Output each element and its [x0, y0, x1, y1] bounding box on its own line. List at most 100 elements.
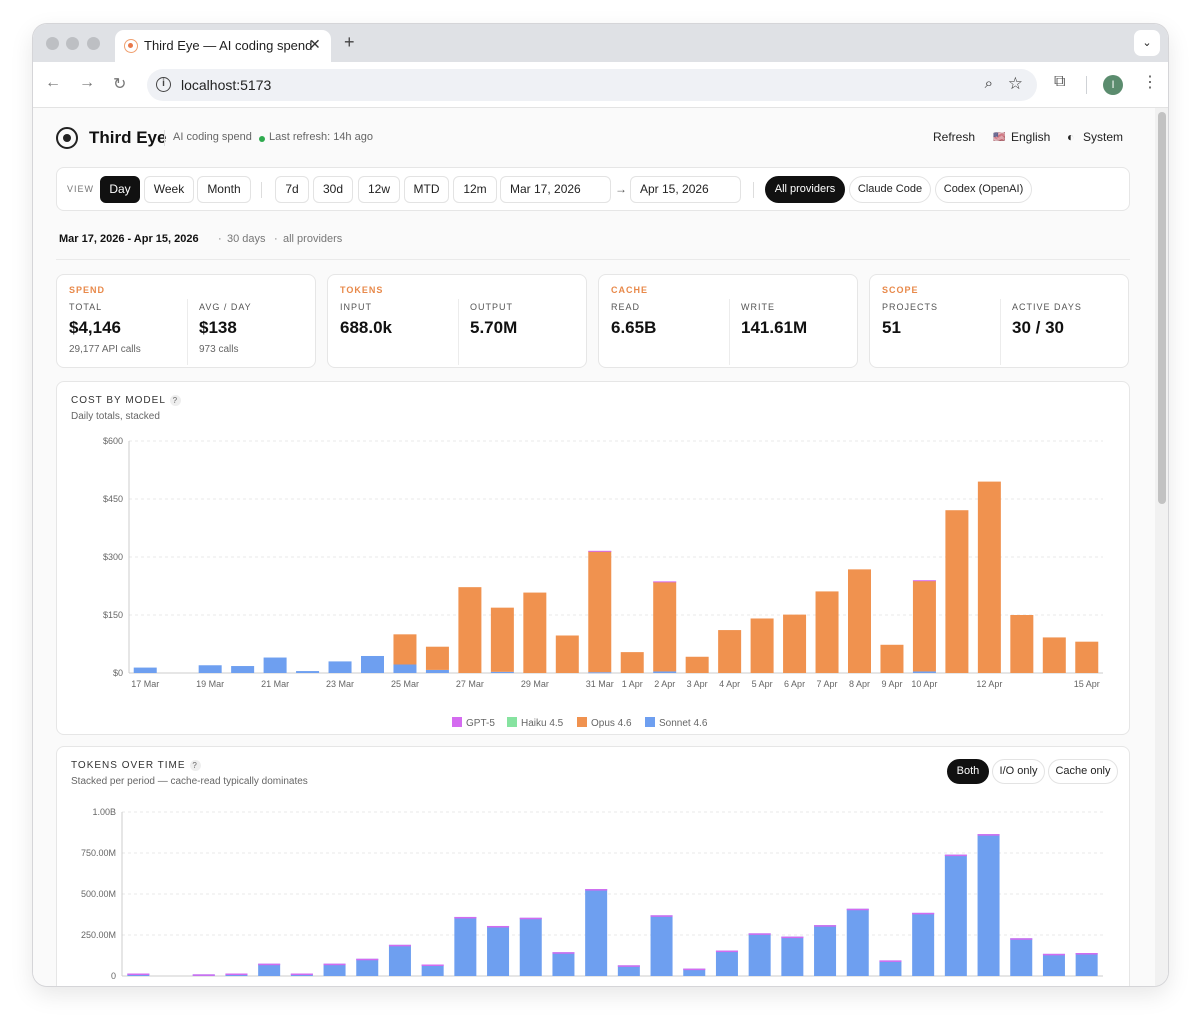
stat-card-title: CACHE — [611, 285, 649, 295]
stat-card-title: SPEND — [69, 285, 106, 295]
tokens-bar-cap — [683, 968, 706, 971]
scope-card: SCOPE PROJECTS 51 ACTIVE DAYS 30 / 30 — [869, 274, 1129, 368]
tokens-bar — [617, 965, 640, 976]
tokens-bar-cap — [388, 944, 411, 947]
preset-12w-button[interactable]: 12w — [358, 176, 400, 203]
language-button[interactable]: English — [1011, 130, 1051, 144]
preset-12m-button[interactable]: 12m — [453, 176, 497, 203]
x-tick-label: 3 Apr — [687, 679, 708, 689]
tokens-bar — [1010, 938, 1033, 976]
stat-divider — [1000, 299, 1001, 365]
view-week-button[interactable]: Week — [144, 176, 194, 203]
tokens-bar — [421, 964, 444, 976]
cost-bar-opus — [815, 591, 839, 673]
site-info-icon[interactable]: i — [156, 77, 171, 92]
stat-value: 5.70M — [470, 318, 518, 337]
tokens-both-toggle[interactable]: Both — [947, 759, 989, 784]
close-window-dot[interactable] — [46, 37, 59, 50]
stat-value: 141.61M — [741, 318, 808, 337]
cost-bar-opus — [848, 569, 871, 673]
cost-bar-sonnet — [296, 671, 320, 673]
cost-bar-opus — [490, 607, 514, 672]
provider-all-button[interactable]: All providers — [765, 176, 845, 203]
help-icon[interactable]: ? — [189, 760, 201, 771]
forward-icon[interactable]: → — [79, 74, 95, 91]
legend-swatch — [452, 717, 462, 727]
address-bar[interactable]: i localhost:5173 ⌕ ☆ — [147, 69, 1037, 101]
zoom-icon[interactable]: ⌕ — [984, 75, 993, 92]
toolbar-divider — [1086, 76, 1087, 94]
provider-codex-button[interactable]: Codex (OpenAI) — [935, 176, 1032, 203]
cost-by-model-chart: $0 $150 $300 $450 $600 17 Mar 19 Mar 21 Mar 23 M… — [103, 436, 1103, 729]
preset-mtd-button[interactable]: MTD — [404, 176, 449, 203]
x-tick-label: 31 Mar — [586, 679, 614, 689]
spend-card: SPEND TOTAL $4,146 29,177 API calls AVG … — [56, 274, 316, 368]
cost-bar-sonnet — [263, 657, 287, 673]
extensions-icon[interactable]: ⧉ — [1054, 73, 1066, 90]
cost-bar-gpt5 — [653, 581, 677, 583]
browser-menu-icon[interactable]: ⋮ — [1142, 74, 1158, 91]
tab-search-icon[interactable]: ⌄ — [1134, 30, 1160, 56]
tokens-bar — [585, 889, 608, 976]
cost-bar-sonnet — [588, 672, 612, 674]
date-from-input[interactable]: Mar 17, 2026 — [500, 176, 611, 203]
tokens-bar — [944, 854, 967, 976]
cost-bar-sonnet — [328, 661, 352, 673]
stat-label: AVG / DAY — [199, 302, 252, 312]
tokens-io-only-toggle[interactable]: I/O only — [992, 759, 1045, 784]
cache-card: CACHE READ 6.65B WRITE 141.61M — [598, 274, 858, 368]
tokens-bar-cap — [225, 973, 248, 976]
tokens-bar-cap — [1042, 953, 1065, 956]
tokens-bar-cap — [585, 889, 608, 891]
url-text[interactable]: localhost:5173 — [181, 77, 272, 93]
legend-label: Opus 4.6 — [591, 718, 632, 729]
filter-bar: VIEW Day Week Month 7d 30d 12w MTD 12m M… — [56, 167, 1130, 211]
maximize-window-dot[interactable] — [87, 37, 100, 50]
tokens-bar-cap — [879, 960, 902, 962]
theme-button[interactable]: System — [1083, 130, 1124, 144]
x-tick-label: 10 Apr — [911, 679, 937, 689]
date-arrow-icon: → — [615, 182, 627, 196]
x-tick-label: 17 Mar — [131, 679, 159, 689]
cost-bar-opus — [685, 656, 709, 673]
view-day-button[interactable]: Day — [100, 176, 140, 203]
tokens-cache-only-toggle[interactable]: Cache only — [1048, 759, 1118, 784]
provider-claude-code-button[interactable]: Claude Code — [849, 176, 931, 203]
minimize-window-dot[interactable] — [66, 37, 79, 50]
tab-close-icon[interactable]: ✕ — [309, 36, 321, 52]
x-tick-label: 2 Apr — [654, 679, 675, 689]
tokens-bar-cap — [192, 974, 215, 976]
profile-avatar[interactable]: I — [1103, 75, 1123, 95]
last-refresh-text: Last refresh: 14h ago — [269, 131, 373, 143]
app-subtitle: AI coding spend — [173, 131, 252, 143]
tokens-bar-cap — [290, 973, 313, 976]
tokens-bar-cap — [617, 965, 640, 967]
help-icon[interactable]: ? — [169, 395, 181, 406]
new-tab-icon[interactable]: + — [344, 32, 355, 52]
filter-divider — [261, 182, 262, 198]
reload-icon[interactable]: ↻ — [113, 76, 127, 93]
page-scrollbar[interactable] — [1155, 108, 1168, 986]
cost-bar-sonnet — [198, 665, 222, 673]
x-tick-label: 8 Apr — [849, 679, 870, 689]
tokens-bar-cap — [715, 950, 738, 953]
y-tick-label: 750.00M — [81, 848, 116, 858]
bookmark-star-icon[interactable]: ☆ — [1007, 74, 1023, 93]
tokens-bar — [650, 915, 673, 976]
refresh-button[interactable]: Refresh — [933, 130, 976, 144]
filter-divider — [753, 182, 754, 198]
date-to-input[interactable]: Apr 15, 2026 — [630, 176, 741, 203]
scrollbar-thumb[interactable] — [1158, 112, 1166, 504]
view-month-button[interactable]: Month — [197, 176, 251, 203]
cost-bar-opus — [588, 551, 612, 673]
tokens-bar-cap — [1075, 953, 1098, 955]
preset-30d-button[interactable]: 30d — [313, 176, 353, 203]
cost-bar-sonnet — [425, 669, 449, 673]
cost-bar-opus — [912, 580, 936, 672]
preset-7d-button[interactable]: 7d — [275, 176, 309, 203]
tokens-bar — [748, 933, 771, 976]
cost-bar-gpt5 — [912, 580, 936, 582]
browser-tab-active[interactable]: Third Eye — AI coding spend ✕ — [115, 30, 331, 62]
back-icon[interactable]: ← — [45, 74, 61, 91]
x-tick-label: 1 Apr — [622, 679, 643, 689]
